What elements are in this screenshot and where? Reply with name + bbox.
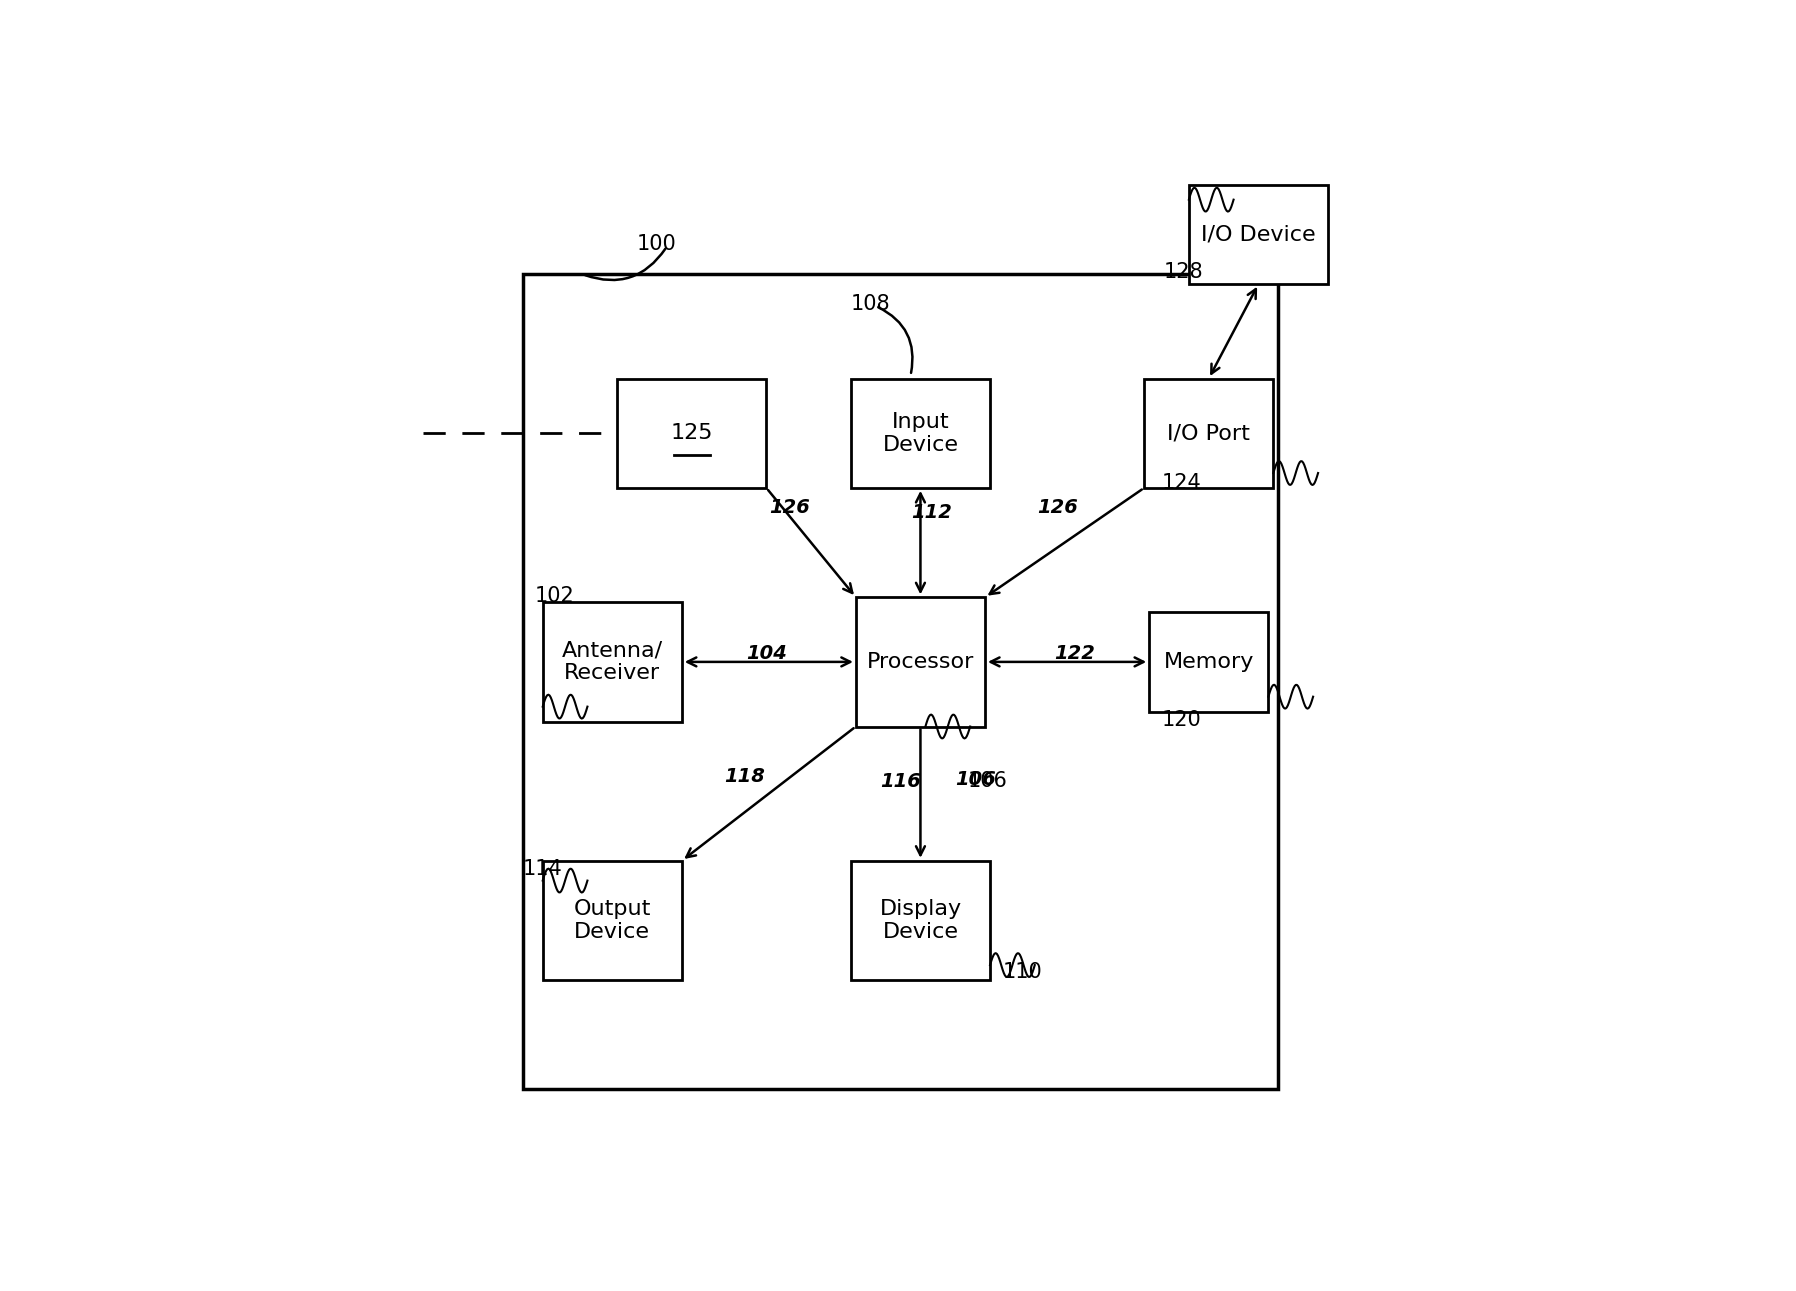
Bar (851, 378, 990, 488)
Text: Processor: Processor (867, 652, 973, 671)
Text: Input
Device: Input Device (882, 412, 959, 454)
Text: 124: 124 (1162, 473, 1202, 493)
Bar (1144, 378, 1273, 488)
Bar (1149, 612, 1268, 711)
Text: 128: 128 (1164, 262, 1203, 283)
Text: 120: 120 (1162, 710, 1202, 729)
Text: 106: 106 (968, 771, 1008, 791)
Text: I/O Port: I/O Port (1167, 423, 1250, 443)
Text: I/O Device: I/O Device (1202, 225, 1316, 244)
Text: 116: 116 (880, 772, 921, 790)
Text: 100: 100 (638, 235, 677, 254)
Bar (542, 861, 682, 980)
Text: 125: 125 (670, 423, 713, 443)
Text: 108: 108 (851, 294, 891, 314)
Text: 126: 126 (769, 498, 810, 518)
Text: 110: 110 (1002, 962, 1043, 982)
Bar (542, 602, 682, 722)
Text: 112: 112 (911, 503, 952, 523)
Bar (1189, 185, 1327, 284)
Bar (523, 274, 1279, 1090)
Text: Output
Device: Output Device (573, 899, 650, 942)
Text: 122: 122 (1054, 644, 1096, 664)
Text: 102: 102 (535, 586, 575, 607)
Text: 118: 118 (724, 767, 765, 786)
Text: Memory: Memory (1164, 652, 1254, 671)
Bar (618, 378, 767, 488)
Bar (851, 861, 990, 980)
Text: 104: 104 (745, 644, 787, 664)
Text: Antenna/
Receiver: Antenna/ Receiver (562, 640, 663, 683)
Text: 126: 126 (1038, 498, 1078, 518)
Bar (857, 598, 984, 727)
Text: 114: 114 (523, 859, 562, 879)
Text: Display
Device: Display Device (880, 899, 961, 942)
Text: 106: 106 (955, 769, 995, 789)
